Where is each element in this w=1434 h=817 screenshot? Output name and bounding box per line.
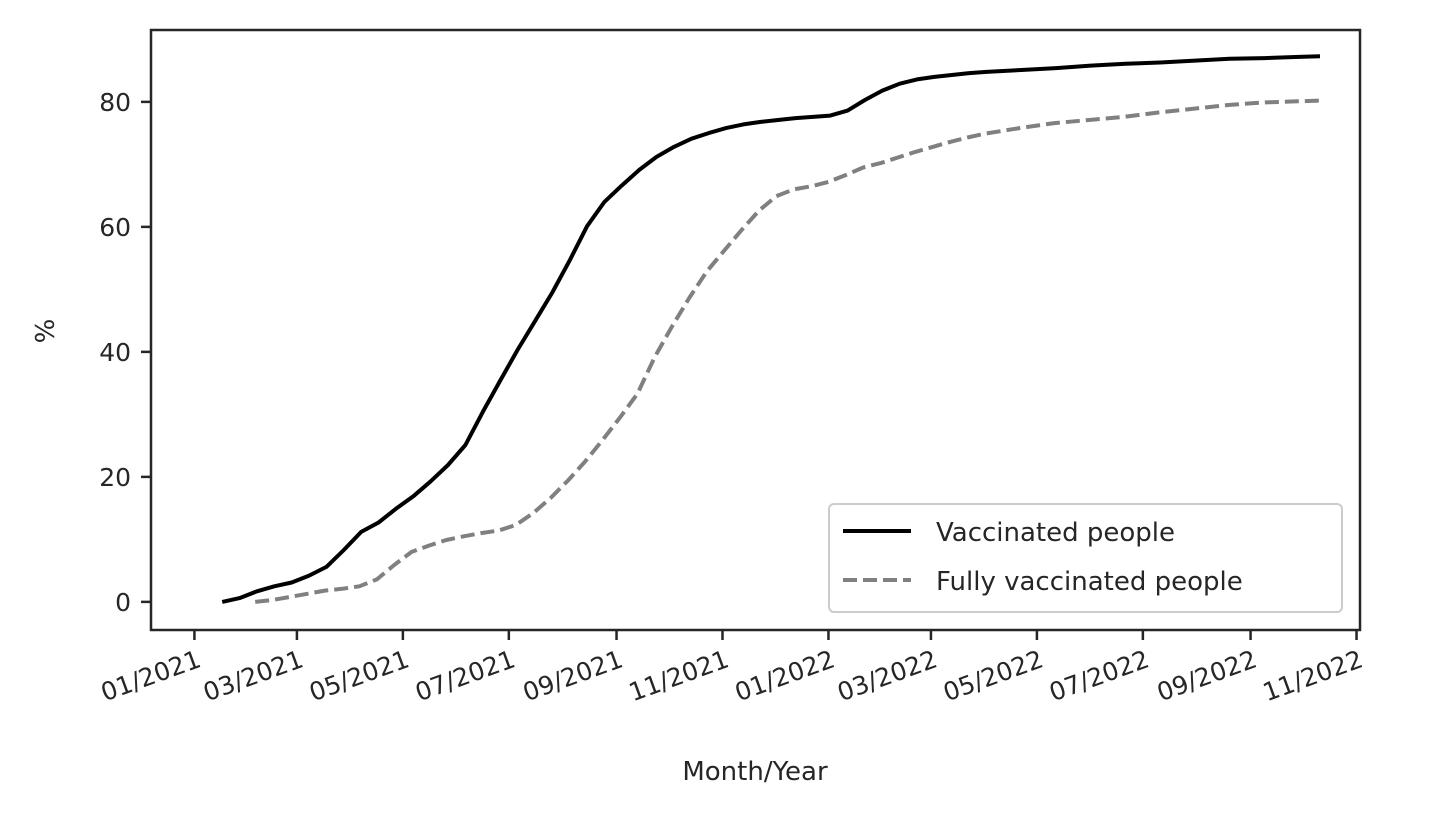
plot-frame [149, 28, 1362, 632]
series-line-vaccinated-people [221, 54, 1321, 604]
series-line-fully-vaccinated-people [254, 98, 1321, 604]
legend-box [828, 503, 1343, 613]
series-layer [221, 54, 1321, 604]
y-tick-label: 60 [99, 213, 131, 242]
legend-label-fully-vaccinated: Fully vaccinated people [936, 567, 1243, 597]
y-axis: 0 20 40 60 80 [99, 88, 151, 617]
legend-label-vaccinated: Vaccinated people [936, 518, 1175, 548]
y-tick-label: 40 [99, 338, 131, 367]
y-tick-label: 80 [99, 88, 131, 117]
legend: Vaccinated people Fully vaccinated peopl… [828, 503, 1343, 613]
y-tick-label: 20 [99, 463, 131, 492]
y-tick-label: 0 [115, 588, 131, 617]
x-axis-label: Month/Year [682, 757, 828, 787]
y-axis-label: % [31, 319, 61, 344]
